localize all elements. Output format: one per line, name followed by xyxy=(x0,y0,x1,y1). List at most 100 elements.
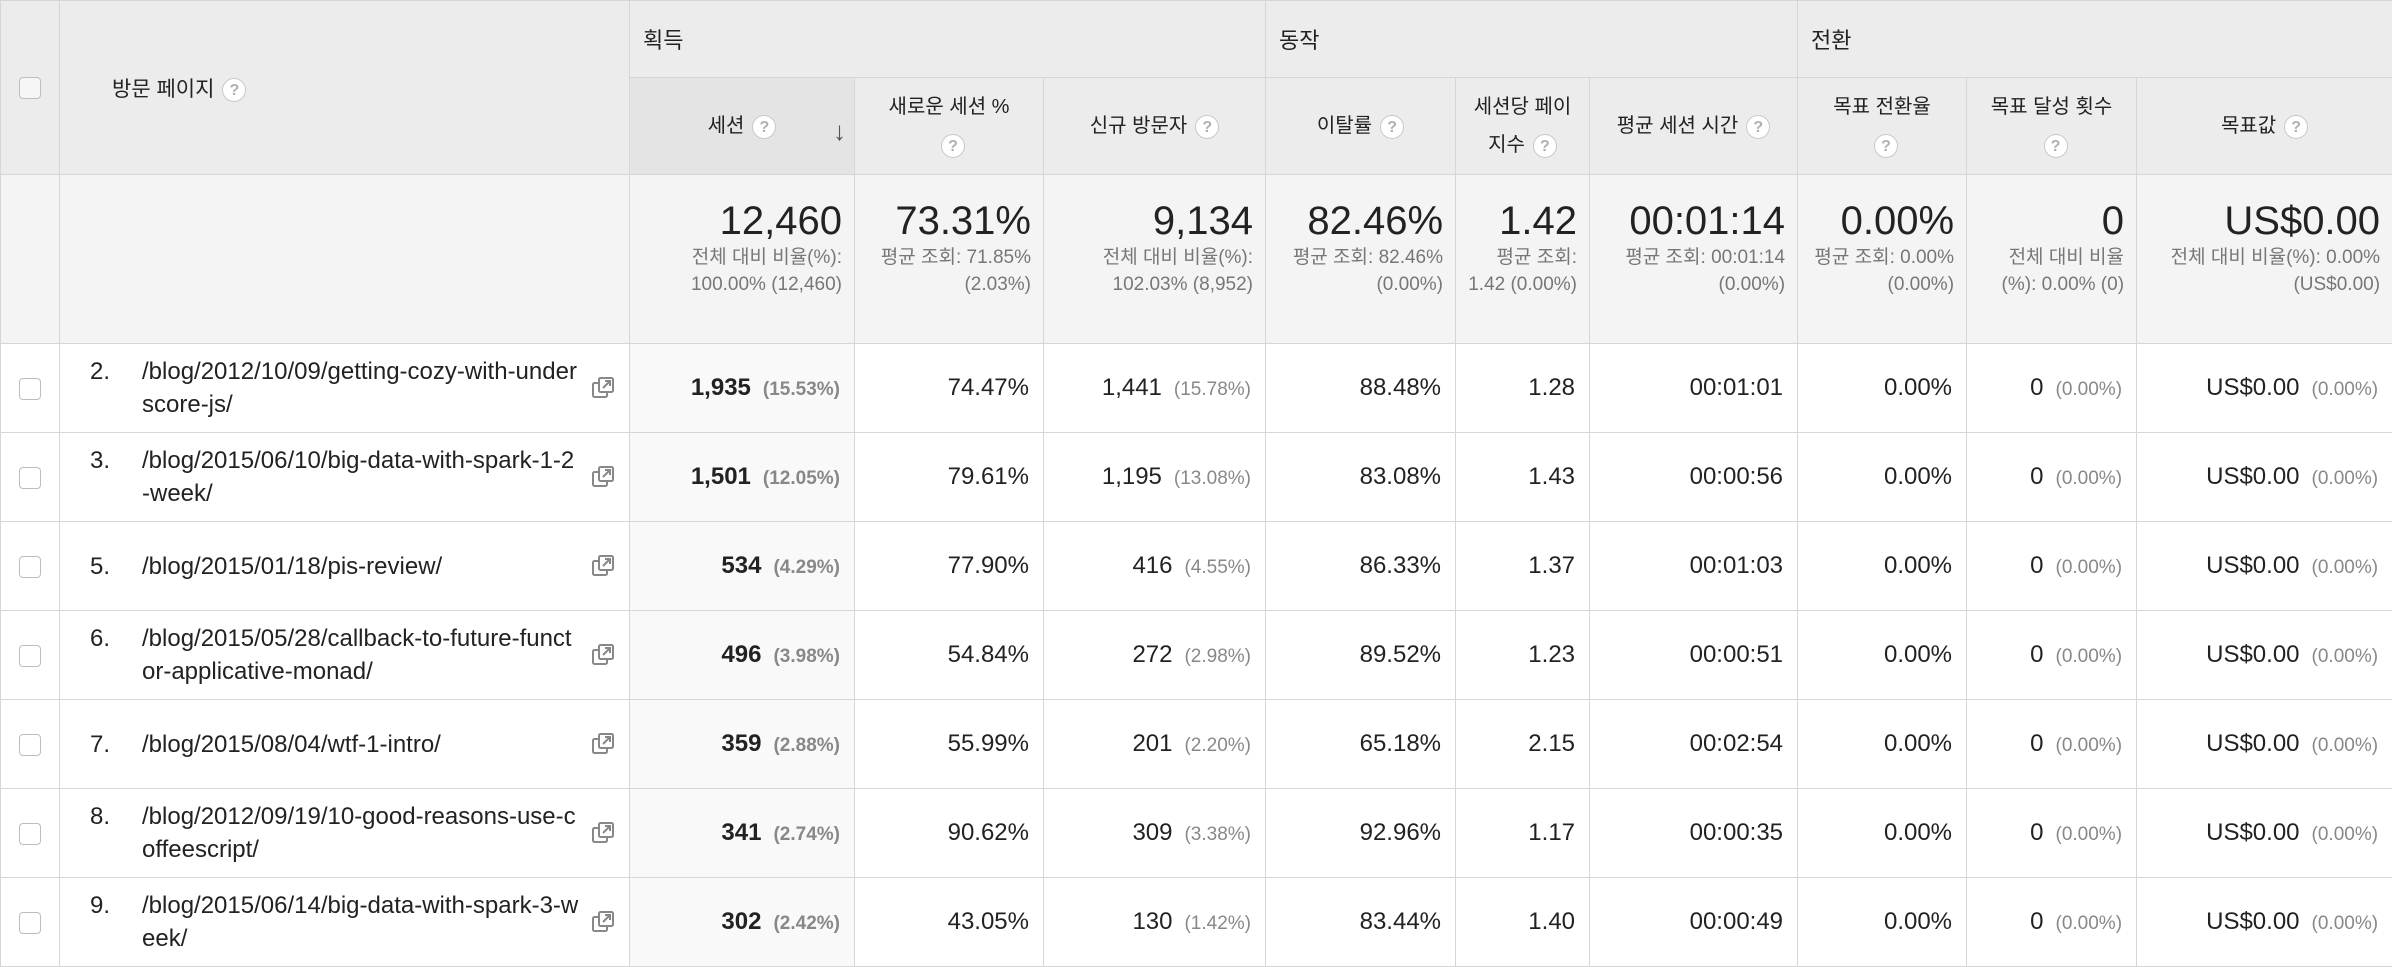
landing-page-link[interactable]: /blog/2015/06/14/big-data-with-spark-3-w… xyxy=(142,889,582,955)
external-link-icon[interactable] xyxy=(591,643,615,667)
goal-conversion-rate-cell: 0.00% xyxy=(1798,522,1967,611)
goal-conversion-rate-header-label: 목표 전환율 xyxy=(1833,96,1931,118)
help-icon[interactable]: ? xyxy=(1746,115,1770,139)
help-icon[interactable]: ? xyxy=(1195,115,1219,139)
help-icon[interactable]: ? xyxy=(752,115,776,139)
goal-value-cell: US$0.00(0.00%) xyxy=(2137,611,2392,700)
table-row: 3./blog/2015/06/10/big-data-with-spark-1… xyxy=(1,433,2392,522)
pages-per-session-cell: 1.17 xyxy=(1456,789,1590,878)
new-users-value: 309 xyxy=(1132,819,1172,846)
avg-session-duration-column-header[interactable]: 평균 세션 시간? xyxy=(1590,78,1798,175)
sessions-cell: 1,501(12.05%) xyxy=(630,433,855,522)
row-checkbox[interactable] xyxy=(19,912,41,934)
goal-value-column-header[interactable]: 목표값? xyxy=(2137,78,2392,175)
row-checkbox[interactable] xyxy=(19,823,41,845)
goal-value-cell: US$0.00(0.00%) xyxy=(2137,878,2392,967)
totals-empty-cell xyxy=(1,175,60,344)
avg-session-duration-header-label: 평균 세션 시간 xyxy=(1617,115,1739,137)
sessions-percent: (12.05%) xyxy=(763,468,840,489)
sessions-cell: 302(2.42%) xyxy=(630,878,855,967)
sessions-value: 341 xyxy=(721,819,761,846)
totals-value: 0.00% xyxy=(1810,199,1954,243)
goal-value-value: US$0.00 xyxy=(2206,641,2299,668)
landing-page-cell: 9./blog/2015/06/14/big-data-with-spark-3… xyxy=(60,878,630,967)
bounce-rate-cell: 83.44% xyxy=(1266,878,1456,967)
sessions-value: 1,935 xyxy=(691,374,751,401)
totals-subtext: 평균 조회: 00:01:14 (0.00%) xyxy=(1602,244,1785,298)
external-link-icon[interactable] xyxy=(591,554,615,578)
goal-completions-value: 0 xyxy=(2030,730,2043,757)
pages-per-session-column-header[interactable]: 세션당 페이지수? xyxy=(1456,78,1590,175)
sessions-percent: (3.98%) xyxy=(773,646,840,667)
goal-conversion-rate-column-header[interactable]: 목표 전환율? xyxy=(1798,78,1967,175)
external-link-icon[interactable] xyxy=(591,465,615,489)
external-link-icon[interactable] xyxy=(591,732,615,756)
row-checkbox[interactable] xyxy=(19,467,41,489)
sessions-header-label: 세션 xyxy=(708,115,745,137)
totals-empty-cell xyxy=(60,175,630,344)
goal-completions-value: 0 xyxy=(2030,819,2043,846)
sort-descending-icon[interactable]: ↓ xyxy=(833,112,846,150)
goal-value-percent: (0.00%) xyxy=(2312,468,2379,489)
totals-value: 73.31% xyxy=(867,199,1031,243)
landing-page-link[interactable]: /blog/2015/01/18/pis-review/ xyxy=(142,550,582,583)
external-link-icon[interactable] xyxy=(591,821,615,845)
goal-conversion-rate-cell: 0.00% xyxy=(1798,344,1967,433)
sessions-cell: 534(4.29%) xyxy=(630,522,855,611)
goal-value-percent: (0.00%) xyxy=(2312,379,2379,400)
landing-page-cell: 5./blog/2015/01/18/pis-review/ xyxy=(60,522,630,611)
goal-completions-cell: 0(0.00%) xyxy=(1967,700,2137,789)
sessions-column-header[interactable]: 세션? ↓ xyxy=(630,78,855,175)
external-link-icon[interactable] xyxy=(591,910,615,934)
new-users-cell: 1,195(13.08%) xyxy=(1044,433,1266,522)
row-checkbox[interactable] xyxy=(19,734,41,756)
goal-completions-value: 0 xyxy=(2030,908,2043,935)
goal-completions-percent: (0.00%) xyxy=(2056,379,2123,400)
goal-completions-percent: (0.00%) xyxy=(2056,913,2123,934)
row-select-cell xyxy=(1,700,60,789)
totals-new-session-pct: 73.31%평균 조회: 71.85% (2.03%) xyxy=(855,175,1044,344)
pages-per-session-cell: 1.23 xyxy=(1456,611,1590,700)
landing-page-header[interactable]: 방문 페이지? xyxy=(60,1,630,175)
row-checkbox[interactable] xyxy=(19,556,41,578)
goal-completions-percent: (0.00%) xyxy=(2056,557,2123,578)
help-icon[interactable]: ? xyxy=(1380,115,1404,139)
totals-value: 12,460 xyxy=(642,199,842,243)
help-icon[interactable]: ? xyxy=(2044,134,2068,158)
bounce-rate-cell: 88.48% xyxy=(1266,344,1456,433)
goal-completions-cell: 0(0.00%) xyxy=(1967,522,2137,611)
goal-conversion-rate-cell: 0.00% xyxy=(1798,789,1967,878)
help-icon[interactable]: ? xyxy=(1533,134,1557,158)
external-link-icon[interactable] xyxy=(591,376,615,400)
select-all-checkbox[interactable] xyxy=(19,77,41,99)
new-users-column-header[interactable]: 신규 방문자? xyxy=(1044,78,1266,175)
row-checkbox[interactable] xyxy=(19,378,41,400)
landing-page-link[interactable]: /blog/2012/10/09/getting-cozy-with-under… xyxy=(142,355,582,421)
help-icon[interactable]: ? xyxy=(1874,134,1898,158)
table-row: 7./blog/2015/08/04/wtf-1-intro/359(2.88%… xyxy=(1,700,2392,789)
landing-page-link[interactable]: /blog/2015/08/04/wtf-1-intro/ xyxy=(142,728,582,761)
new-users-cell: 416(4.55%) xyxy=(1044,522,1266,611)
goal-value-percent: (0.00%) xyxy=(2312,913,2379,934)
new-users-value: 272 xyxy=(1132,641,1172,668)
avg-session-duration-cell: 00:00:56 xyxy=(1590,433,1798,522)
help-icon[interactable]: ? xyxy=(222,78,246,102)
help-icon[interactable]: ? xyxy=(941,134,965,158)
table-row: 8./blog/2012/09/19/10-good-reasons-use-c… xyxy=(1,789,2392,878)
sessions-cell: 341(2.74%) xyxy=(630,789,855,878)
help-icon[interactable]: ? xyxy=(2284,115,2308,139)
new-session-pct-column-header[interactable]: 새로운 세션 %? xyxy=(855,78,1044,175)
landing-page-link[interactable]: /blog/2012/09/19/10-good-reasons-use-cof… xyxy=(142,800,582,866)
bounce-rate-column-header[interactable]: 이탈률? xyxy=(1266,78,1456,175)
goal-completions-column-header[interactable]: 목표 달성 횟수? xyxy=(1967,78,2137,175)
avg-session-duration-cell: 00:00:35 xyxy=(1590,789,1798,878)
landing-page-link[interactable]: /blog/2015/05/28/callback-to-future-func… xyxy=(142,622,582,688)
new-session-pct-cell: 54.84% xyxy=(855,611,1044,700)
totals-value: 82.46% xyxy=(1278,199,1443,243)
goal-conversion-rate-cell: 0.00% xyxy=(1798,433,1967,522)
landing-page-link[interactable]: /blog/2015/06/10/big-data-with-spark-1-2… xyxy=(142,444,582,510)
row-number: 6. xyxy=(90,622,142,655)
totals-goal-conversion-rate: 0.00%평균 조회: 0.00% (0.00%) xyxy=(1798,175,1967,344)
row-checkbox[interactable] xyxy=(19,645,41,667)
